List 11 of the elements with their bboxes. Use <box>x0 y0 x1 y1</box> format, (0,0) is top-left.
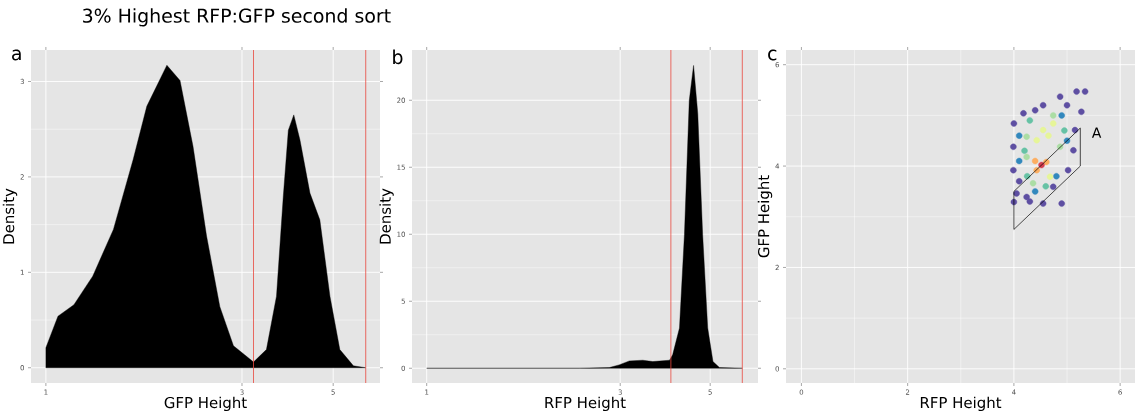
y-axis-title: Density <box>2 188 18 244</box>
text: a <box>12 49 21 61</box>
annotation: A <box>1091 127 1102 138</box>
chart-title: 3% Highest RFP:GFP second sort <box>83 8 391 27</box>
text: b <box>393 49 403 65</box>
text: c <box>768 49 777 61</box>
x-axis-title: GFP Height <box>164 396 247 412</box>
y-axis-title: GFP Height <box>757 175 773 258</box>
x-axis-title: RFP Height <box>545 396 626 412</box>
y-axis-title: Density <box>379 188 394 244</box>
x-axis-title: RFP Height <box>920 396 1002 412</box>
